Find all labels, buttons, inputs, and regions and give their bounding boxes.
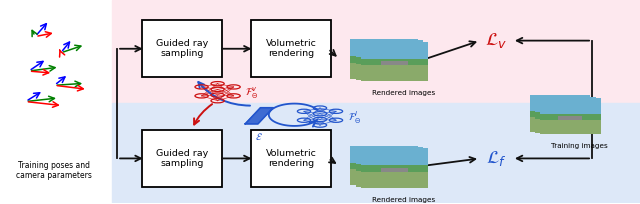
Bar bbox=[548, 114, 572, 132]
Text: Rendered images: Rendered images bbox=[372, 90, 435, 96]
Bar bbox=[351, 63, 417, 79]
Bar bbox=[351, 170, 417, 185]
Text: Rendered images: Rendered images bbox=[372, 196, 435, 203]
Bar bbox=[535, 112, 595, 120]
Bar bbox=[356, 147, 422, 186]
Bar bbox=[376, 60, 403, 80]
Bar bbox=[535, 97, 595, 113]
Text: Volumetric
rendering: Volumetric rendering bbox=[266, 149, 317, 168]
Bar bbox=[112, 0, 640, 103]
Bar bbox=[351, 39, 417, 57]
Bar bbox=[361, 148, 428, 188]
Bar bbox=[558, 116, 582, 134]
Bar bbox=[112, 103, 640, 203]
Bar bbox=[553, 115, 577, 133]
Bar bbox=[361, 59, 428, 67]
Bar bbox=[351, 146, 417, 185]
Bar bbox=[356, 57, 422, 66]
Text: $\mathcal{F}_\Theta^l$: $\mathcal{F}_\Theta^l$ bbox=[348, 109, 361, 126]
Text: Guided ray
sampling: Guided ray sampling bbox=[156, 149, 209, 168]
Bar bbox=[381, 61, 408, 81]
Bar bbox=[361, 172, 428, 188]
Bar bbox=[361, 42, 428, 59]
Text: Volumetric
rendering: Volumetric rendering bbox=[266, 39, 317, 58]
Text: $\mathcal{L}_f$: $\mathcal{L}_f$ bbox=[486, 149, 506, 168]
FancyBboxPatch shape bbox=[252, 20, 332, 77]
Bar bbox=[356, 171, 422, 186]
Bar bbox=[361, 65, 428, 81]
Bar bbox=[361, 165, 428, 174]
Bar bbox=[530, 95, 590, 132]
Bar bbox=[356, 147, 422, 165]
Bar bbox=[540, 98, 600, 114]
Bar bbox=[361, 42, 428, 81]
Text: Training poses and
camera parameters: Training poses and camera parameters bbox=[17, 161, 92, 180]
Bar bbox=[356, 164, 422, 173]
Bar bbox=[530, 111, 590, 119]
Bar bbox=[530, 95, 590, 112]
Bar bbox=[376, 167, 403, 186]
FancyBboxPatch shape bbox=[142, 20, 223, 77]
Bar bbox=[540, 98, 600, 134]
Bar bbox=[535, 97, 595, 133]
Text: $\mathcal{E}$: $\mathcal{E}$ bbox=[255, 131, 263, 142]
Bar bbox=[540, 114, 600, 122]
Bar bbox=[530, 117, 590, 132]
Bar bbox=[540, 120, 600, 134]
Bar bbox=[361, 148, 428, 166]
Bar bbox=[356, 40, 422, 58]
Bar bbox=[351, 39, 417, 79]
Bar bbox=[371, 59, 397, 79]
Text: Guided ray
sampling: Guided ray sampling bbox=[156, 39, 209, 58]
Bar bbox=[0, 0, 112, 203]
Bar bbox=[381, 168, 408, 188]
Text: $\mathcal{F}_\Theta^v$: $\mathcal{F}_\Theta^v$ bbox=[245, 86, 259, 101]
Bar bbox=[351, 56, 417, 65]
FancyBboxPatch shape bbox=[252, 130, 332, 187]
Bar bbox=[535, 119, 595, 133]
Text: $\mathcal{L}_v$: $\mathcal{L}_v$ bbox=[485, 31, 507, 50]
Text: Training images: Training images bbox=[551, 143, 607, 149]
Bar bbox=[356, 64, 422, 80]
Bar bbox=[351, 163, 417, 172]
FancyBboxPatch shape bbox=[142, 130, 223, 187]
Bar bbox=[351, 146, 417, 164]
Polygon shape bbox=[245, 108, 273, 124]
Bar bbox=[356, 40, 422, 80]
Bar bbox=[371, 165, 397, 185]
